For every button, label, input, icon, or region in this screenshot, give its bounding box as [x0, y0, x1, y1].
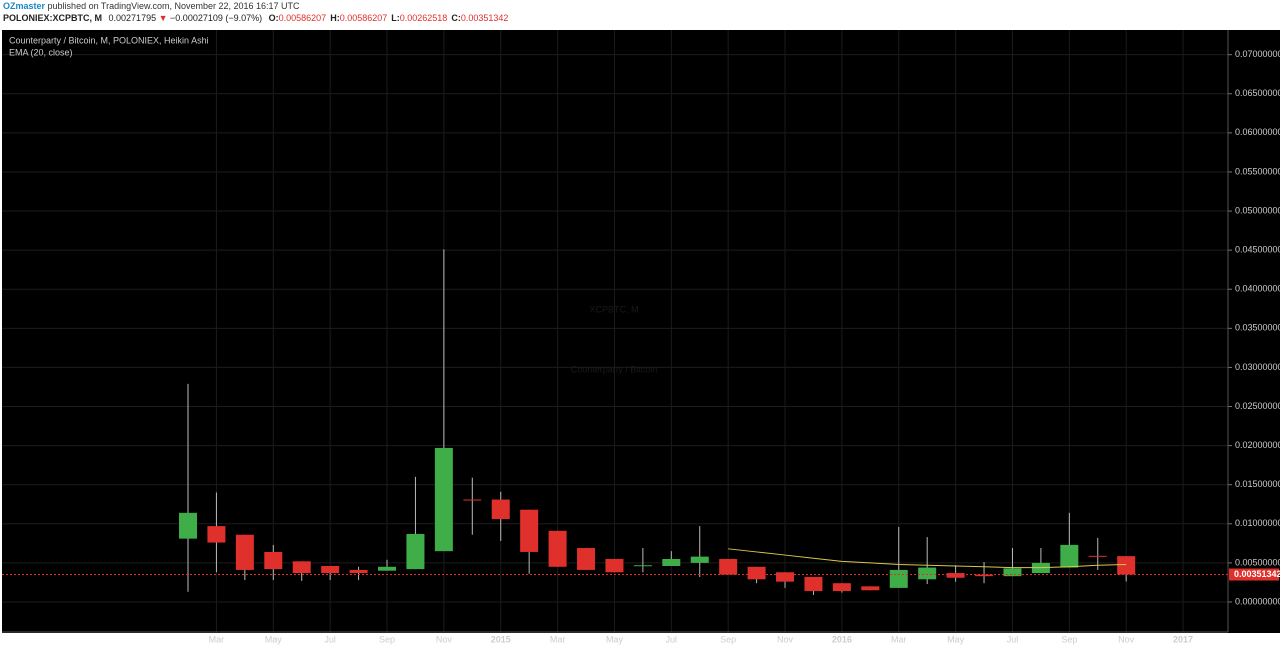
candle-body	[548, 530, 567, 567]
y-tick-label: 0.06500000	[1235, 88, 1280, 98]
candle-body	[832, 583, 851, 592]
candle-body	[1088, 555, 1107, 557]
candle-body	[235, 534, 254, 570]
x-tick-label: Mar	[209, 634, 225, 644]
x-tick-label: May	[947, 634, 965, 644]
x-tick-label: Sep	[1061, 634, 1077, 644]
x-tick-label: Sep	[720, 634, 736, 644]
y-tick-label: 0.04000000	[1235, 284, 1280, 294]
x-tick-label: 2016	[832, 634, 852, 644]
ohlc-label: L:	[391, 13, 400, 23]
candle-body	[889, 569, 908, 588]
ohlc-value: 0.00586207	[279, 13, 327, 23]
last-price-box	[1229, 568, 1279, 581]
candle-body	[520, 509, 539, 552]
candle-body	[975, 574, 994, 577]
y-tick-label: 0.07000000	[1235, 49, 1280, 59]
candle-body	[264, 551, 283, 570]
candle-body	[861, 586, 880, 591]
change: −0.00027109 (−9.07%)	[170, 13, 262, 23]
down-arrow: ▼	[159, 13, 168, 23]
ema-line	[728, 548, 1127, 569]
candle-body	[804, 576, 823, 592]
candle-body	[633, 565, 652, 567]
candle-body	[577, 548, 596, 570]
ohlc-label: O:	[269, 13, 279, 23]
x-tick-label: Jul	[666, 634, 678, 644]
candle-body	[719, 558, 738, 575]
candle-body	[690, 556, 709, 563]
candle-body	[1060, 544, 1079, 568]
candle-body	[406, 533, 425, 570]
y-tick-label: 0.05500000	[1235, 166, 1280, 176]
legend-ema: EMA (20, close)	[9, 47, 73, 57]
candle-body	[292, 561, 311, 574]
candle-body	[946, 573, 965, 578]
x-tick-label: 2015	[491, 634, 511, 644]
x-tick-label: Jul	[324, 634, 336, 644]
y-tick-label: 0.01500000	[1235, 479, 1280, 489]
x-tick-label: Nov	[1118, 634, 1135, 644]
header-line-2: POLONIEX:XCPBTC, M 0.00271795 ▼ −0.00027…	[3, 13, 508, 23]
author[interactable]: OZmaster	[3, 1, 46, 11]
candle-body	[179, 512, 197, 539]
x-tick-label: Sep	[379, 634, 395, 644]
candle-body	[918, 567, 937, 580]
candle-body	[463, 499, 482, 501]
x-tick-label: May	[606, 634, 624, 644]
legend-main: Counterparty / Bitcoin, M, POLONIEX, Hei…	[9, 35, 209, 45]
symbol: POLONIEX:XCPBTC, M	[3, 13, 102, 23]
x-tick-label: May	[265, 634, 283, 644]
y-tick-label: 0.02500000	[1235, 401, 1280, 411]
candle-body	[378, 566, 397, 571]
candle-body	[662, 558, 681, 567]
ohlc-label: C:	[451, 13, 461, 23]
ohlc-value: 0.00262518	[400, 13, 448, 23]
candle-body	[491, 499, 510, 520]
y-tick-label: 0.03000000	[1235, 362, 1280, 372]
candle-body	[1003, 568, 1022, 577]
x-tick-label: Mar	[550, 634, 566, 644]
x-tick-label: Nov	[436, 634, 453, 644]
y-tick-label: 0.02000000	[1235, 440, 1280, 450]
ohlc-value: 0.00586207	[340, 13, 388, 23]
x-tick-label: 2017	[1173, 634, 1193, 644]
last-price-label: 0.00351342	[1234, 569, 1280, 579]
candle-body	[747, 566, 766, 580]
y-tick-label: 0.01000000	[1235, 518, 1280, 528]
x-tick-label: Jul	[1007, 634, 1019, 644]
candle-body	[605, 558, 624, 573]
last-price: 0.00271795	[109, 13, 157, 23]
header-line-1: OZmaster published on TradingView.com, N…	[3, 1, 300, 11]
candle-body	[434, 447, 453, 552]
ohlc-value: 0.00351342	[461, 13, 509, 23]
candle-body	[321, 566, 340, 574]
candle-body	[207, 526, 226, 543]
ohlc-label: H:	[330, 13, 340, 23]
chart-background	[2, 30, 1280, 633]
candle-body	[349, 569, 368, 574]
y-tick-label: 0.05000000	[1235, 205, 1280, 215]
y-tick-label: 0.00500000	[1235, 557, 1280, 567]
y-tick-label: 0.00000000	[1235, 596, 1280, 606]
candle-body	[776, 572, 795, 582]
x-tick-label: Nov	[777, 634, 794, 644]
published: published on TradingView.com, November 2…	[48, 1, 300, 11]
candle-body	[1117, 556, 1136, 575]
y-tick-label: 0.06000000	[1235, 127, 1280, 137]
ohlc: O:0.00586207 H:0.00586207 L:0.00262518 C:0.…	[269, 13, 509, 23]
y-tick-label: 0.03500000	[1235, 323, 1280, 333]
y-tick-label: 0.04500000	[1235, 245, 1280, 255]
x-tick-label: Mar	[891, 634, 907, 644]
